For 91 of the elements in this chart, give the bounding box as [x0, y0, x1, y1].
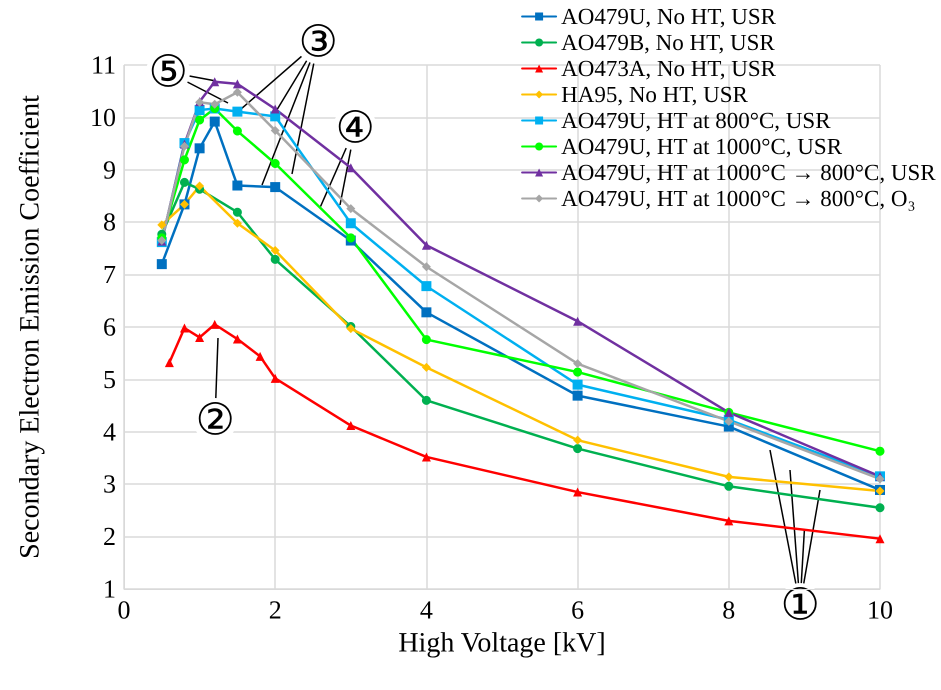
- annotation: ②: [196, 396, 234, 444]
- point: [194, 105, 205, 116]
- point: [422, 396, 431, 405]
- point: [270, 159, 280, 168]
- point: [724, 472, 734, 482]
- annotation: ⑤: [148, 48, 188, 96]
- y-tick-label: 4: [103, 417, 116, 446]
- point: [876, 446, 884, 456]
- point: [572, 390, 583, 401]
- point: [164, 358, 174, 368]
- point: [180, 155, 189, 164]
- y-tick-label: 1: [103, 574, 116, 604]
- point: [876, 474, 884, 484]
- annotation: ④: [336, 104, 374, 152]
- point: [346, 233, 356, 242]
- annotation: ①: [780, 580, 820, 630]
- point: [232, 106, 242, 117]
- point: [232, 218, 242, 228]
- point: [422, 362, 431, 372]
- point: [573, 316, 582, 326]
- point: [346, 218, 356, 228]
- point: [573, 444, 582, 454]
- x-tick-label: 8: [722, 596, 736, 624]
- point: [156, 259, 167, 270]
- point: [232, 88, 242, 97]
- point: [876, 503, 884, 512]
- annotation: ③: [298, 18, 338, 66]
- y-tick-label: 5: [103, 364, 116, 394]
- point: [572, 380, 583, 390]
- point: [573, 368, 582, 377]
- point: [195, 332, 204, 342]
- x-axis-title: High Voltage [kV]: [398, 628, 606, 658]
- point: [157, 220, 166, 230]
- point: [421, 307, 432, 318]
- point: [876, 534, 884, 544]
- point: [194, 143, 205, 154]
- point: [346, 421, 356, 430]
- point: [232, 334, 242, 344]
- point: [724, 482, 734, 491]
- y-tick-label: 9: [103, 155, 116, 184]
- legend-label: AO479B, No HT, USR: [561, 30, 776, 55]
- point: [210, 77, 220, 86]
- point: [422, 240, 431, 250]
- legend-label: AO479U, HT at 1000°C → 800°C, USR: [561, 160, 936, 185]
- y-tick-label: 10: [90, 102, 116, 132]
- legend-label: AO473A, No HT, USR: [561, 56, 777, 81]
- point: [270, 182, 280, 192]
- y-tick-label: 8: [103, 208, 116, 237]
- y-tick-label: 6: [103, 312, 116, 342]
- point: [210, 320, 220, 329]
- point: [232, 79, 242, 88]
- y-axis-title: Secondary Electron Emission Coefficient: [14, 94, 46, 559]
- point: [270, 126, 280, 135]
- point: [270, 246, 280, 255]
- point: [195, 182, 204, 191]
- y-tick-label: 2: [103, 522, 116, 552]
- x-tick-label: 2: [268, 596, 282, 624]
- legend-label: AO479U, HT at 1000°C, USR: [561, 134, 843, 159]
- x-tick-label: 0: [118, 596, 130, 624]
- legend-label: AO479U, No HT, USR: [561, 4, 777, 29]
- legend-label: AO479U, HT at 1000°C → 800°C, O₃: [561, 186, 916, 211]
- point: [210, 100, 220, 109]
- point: [422, 262, 431, 272]
- y-tick-label: 11: [90, 50, 116, 80]
- point: [210, 116, 220, 127]
- point: [232, 126, 242, 136]
- point: [180, 178, 189, 187]
- y-tick-label: 7: [103, 260, 116, 290]
- point: [195, 116, 204, 125]
- x-tick-label: 10: [867, 596, 893, 624]
- point: [573, 359, 582, 368]
- point: [270, 104, 280, 114]
- point: [270, 254, 280, 264]
- point: [256, 352, 265, 361]
- point: [346, 324, 356, 334]
- point: [270, 374, 280, 383]
- point: [422, 335, 431, 344]
- point: [724, 516, 734, 526]
- point: [180, 324, 189, 333]
- point: [421, 281, 432, 292]
- x-tick-label: 6: [571, 596, 584, 624]
- point: [232, 208, 242, 217]
- x-tick-label: 4: [420, 596, 433, 624]
- point: [232, 180, 242, 191]
- point: [422, 452, 431, 462]
- y-tick-label: 3: [103, 470, 116, 499]
- point: [573, 436, 582, 445]
- point: [573, 488, 582, 497]
- point: [346, 204, 356, 214]
- legend-label: HA95, No HT, USR: [561, 82, 749, 107]
- legend-label: AO479U, HT at 800°C, USR: [561, 108, 832, 133]
